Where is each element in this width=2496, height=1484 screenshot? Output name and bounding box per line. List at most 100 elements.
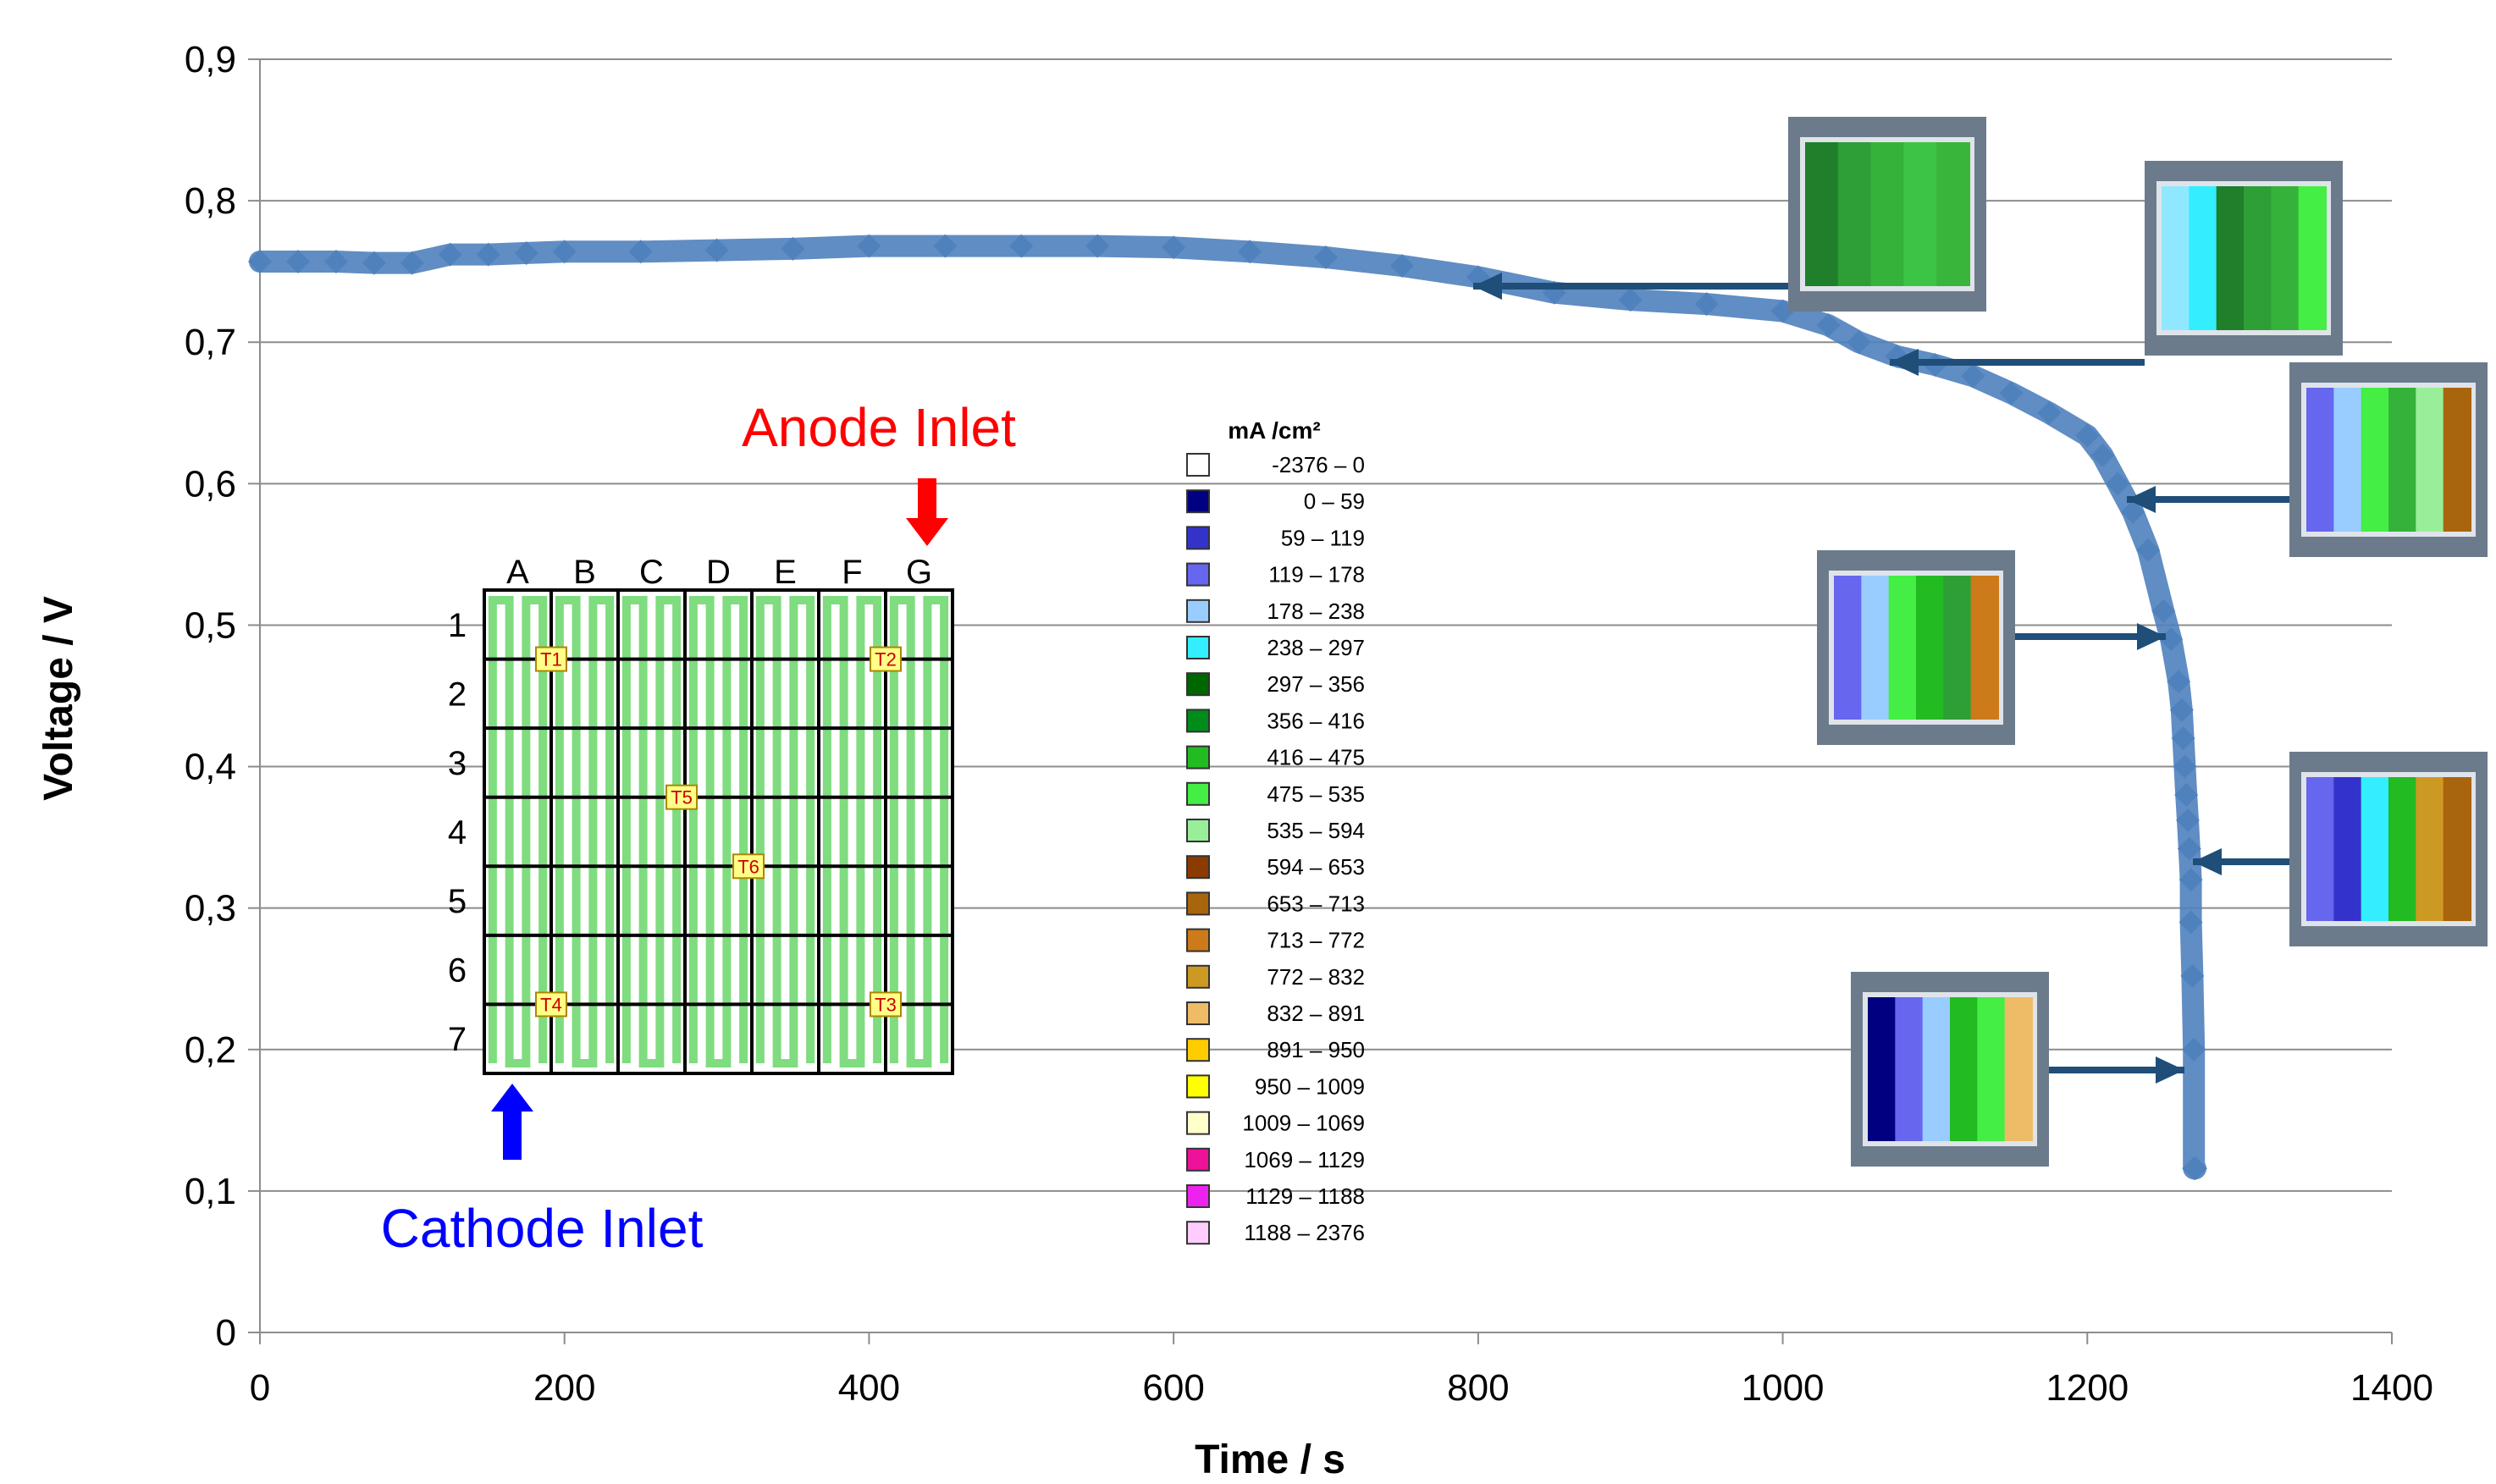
cathode-inlet-arrow [491, 1084, 533, 1160]
map-band [1977, 997, 2006, 1141]
data-point [2173, 754, 2197, 779]
legend-range: 1188 – 2376 [1244, 1220, 1365, 1245]
column-label: E [774, 554, 797, 591]
legend-range: 1009 – 1069 [1242, 1111, 1365, 1136]
legend-swatch [1186, 1184, 1210, 1208]
legend-swatch [1186, 1001, 1210, 1025]
map-band [1837, 142, 1872, 286]
serpentine-channel [621, 596, 682, 1067]
sensor-label: T1 [540, 649, 562, 670]
map-band [1903, 142, 1938, 286]
row-label: 5 [448, 883, 467, 920]
y-tick-label: 0,3 [185, 888, 236, 930]
serpentine-channel [889, 596, 949, 1067]
legend-swatch [1186, 709, 1210, 733]
map-band [2162, 186, 2190, 330]
data-point [857, 234, 881, 258]
sensor-badge [535, 991, 567, 1018]
map-arrow-head [1890, 349, 1919, 376]
map-band [2388, 777, 2417, 921]
x-axis-title: Time / s [1195, 1437, 1345, 1482]
data-point [476, 242, 500, 267]
serpentine-channel [488, 596, 548, 1067]
legend-swatch [1186, 745, 1210, 770]
map-band [2298, 186, 2327, 330]
data-point [2178, 910, 2203, 935]
legend-swatch [1186, 562, 1210, 587]
map-band [2361, 388, 2389, 532]
legend-swatch [1186, 672, 1210, 697]
legend-range: 594 – 653 [1267, 854, 1365, 880]
y-tick-label: 0,1 [185, 1171, 236, 1212]
map-band [2416, 388, 2444, 532]
data-point [1999, 381, 2024, 405]
data-point [2183, 1156, 2207, 1181]
legend-range: 119 – 178 [1268, 562, 1365, 588]
map-band [1922, 997, 1951, 1141]
legend-range: 653 – 713 [1267, 891, 1365, 916]
data-point [2174, 782, 2199, 807]
serpentine-channel [822, 596, 882, 1067]
legend-swatch [1186, 1147, 1210, 1172]
data-point [1238, 240, 1262, 264]
segment-border [483, 588, 954, 1075]
legend-title: mA /cm² [1228, 417, 1320, 444]
map-band [1868, 997, 1897, 1141]
y-tick-label: 0,5 [185, 604, 236, 646]
map-band [1870, 142, 1905, 286]
map-band [2333, 777, 2362, 921]
legend-range: 475 – 535 [1267, 781, 1365, 807]
row-label: 3 [448, 745, 467, 782]
map-band [2443, 777, 2471, 921]
data-point [2136, 538, 2161, 562]
data-point [323, 249, 348, 273]
data-point [1618, 288, 1643, 312]
legend-swatch [1186, 855, 1210, 880]
data-point [1162, 235, 1186, 260]
legend-swatch [1186, 1221, 1210, 1245]
data-point [400, 251, 424, 275]
map-arrow-head [2156, 1056, 2184, 1084]
x-tick-label: 1400 [2350, 1367, 2433, 1409]
data-point [781, 236, 805, 261]
map-band [1916, 576, 1945, 720]
map-band [1805, 142, 1839, 286]
map-band [2004, 997, 2033, 1141]
x-tick-labels: 0 200 400 600 800 1000 1200 1400 [250, 1367, 2433, 1409]
column-label: F [842, 554, 862, 591]
map-band [2244, 186, 2272, 330]
legend-range: -2376 – 0 [1272, 452, 1365, 477]
data-point [2121, 499, 2145, 524]
y-tick-label: 0 [216, 1312, 236, 1354]
legend-range: 535 – 594 [1267, 818, 1365, 843]
sensor-badge [665, 784, 699, 810]
column-label: B [573, 554, 596, 591]
data-point [2175, 808, 2200, 833]
data-point [2037, 400, 2062, 425]
data-point [2167, 670, 2191, 694]
column-label: C [639, 554, 664, 591]
sensor-label: T5 [671, 787, 693, 808]
legend-swatch [1186, 526, 1210, 550]
x-tick-label: 400 [838, 1367, 900, 1409]
sensor-label: T3 [875, 994, 897, 1015]
map-arrow-head [2193, 848, 2222, 875]
flow-field-diagram: A B C D E F G 1 2 3 4 5 6 7 T1 T2 T3 T4 T5 T6 [448, 554, 954, 1075]
serpentine-channel [555, 596, 615, 1067]
data-point [2182, 1037, 2206, 1062]
row-labels: 1 2 3 4 5 6 7 [448, 607, 467, 1058]
legend-swatch [1186, 1038, 1210, 1062]
data-point [1389, 253, 1414, 278]
column-label: G [906, 554, 932, 591]
data-point [704, 238, 729, 262]
anode-inlet-arrow [906, 478, 948, 546]
y-axis-title: Voltage / V [36, 596, 81, 801]
temperature-sensors: T1 T2 T3 T4 T5 T6 [535, 646, 902, 1018]
data-point [1694, 292, 1719, 317]
serpentine-channel [688, 596, 748, 1067]
legend-range: 297 – 356 [1267, 671, 1365, 697]
map-band [1970, 576, 1999, 720]
legend-swatch [1186, 599, 1210, 623]
current-density-legend: mA /cm² -2376 – 0 0 – 59 59 – 119 119 – 178… [1186, 417, 1365, 1245]
